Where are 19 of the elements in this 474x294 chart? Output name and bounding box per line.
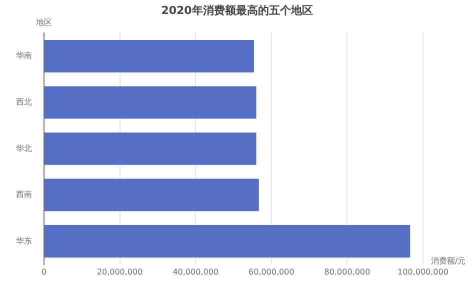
x-tick-label: 80,000,000 bbox=[324, 267, 370, 276]
x-tick-label: 20,000,000 bbox=[96, 267, 143, 276]
y-tick-label: 西北 bbox=[16, 98, 32, 106]
y-tick-label: 华东 bbox=[16, 236, 32, 246]
bar bbox=[44, 132, 256, 165]
bar bbox=[44, 86, 256, 119]
x-tick-label: 40,000,000 bbox=[172, 267, 219, 276]
x-tick-label: 0 bbox=[41, 267, 47, 276]
x-tick-label: 60,000,000 bbox=[248, 267, 294, 276]
bar bbox=[44, 225, 410, 258]
bar bbox=[44, 178, 259, 212]
y-tick-label: 华北 bbox=[16, 144, 32, 153]
x-axis-title: 消费额/元 bbox=[431, 256, 466, 266]
x-tick-label: 100,000,000 bbox=[398, 267, 448, 276]
bar bbox=[44, 40, 254, 72]
y-axis-title: 地区 bbox=[35, 18, 52, 28]
chart-title: 2020年消费额最高的五个地区 bbox=[161, 4, 313, 17]
y-tick-label: 华南 bbox=[16, 51, 32, 60]
y-tick-label: 西南 bbox=[16, 190, 32, 200]
